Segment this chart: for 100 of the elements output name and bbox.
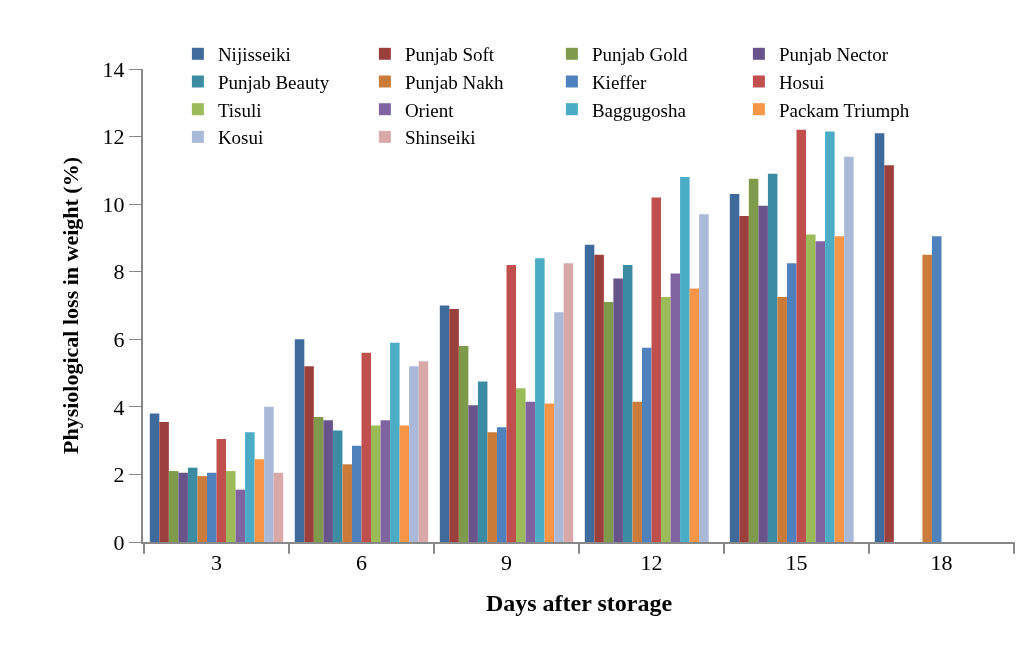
x-tick-label: 3 [211, 550, 222, 576]
bar [206, 472, 217, 542]
bar [535, 258, 545, 542]
bar [449, 308, 459, 542]
bar [874, 133, 885, 542]
bar [390, 342, 400, 542]
bar [468, 405, 478, 542]
legend-label: Packam Triumph [778, 99, 910, 121]
bar [516, 388, 526, 542]
y-tick-label: 0 [113, 529, 125, 555]
x-tick-label: 6 [356, 550, 367, 576]
bar [739, 215, 749, 542]
bar [313, 416, 324, 542]
y-axis-title: Physiological loss in weight (%) [57, 156, 83, 455]
bar [815, 241, 826, 542]
bar [661, 297, 671, 542]
bar [622, 264, 633, 542]
bar [168, 471, 179, 542]
bar [235, 489, 246, 542]
bar [264, 406, 274, 542]
bar [680, 177, 690, 542]
bar [294, 339, 305, 542]
bar [767, 173, 778, 542]
legend-label: Kieffer [591, 71, 648, 93]
bar [409, 366, 419, 542]
bar [506, 264, 517, 542]
bar [477, 381, 488, 542]
bar [273, 472, 284, 542]
bar [216, 438, 227, 542]
bar [197, 476, 207, 542]
bar [304, 366, 314, 542]
bar [748, 178, 759, 542]
bar [603, 302, 614, 542]
legend-label: Shinseiki [404, 127, 476, 149]
bar [371, 425, 381, 542]
bar [758, 205, 768, 542]
y-tick-label: 14 [102, 56, 125, 82]
y-tick-label: 4 [113, 394, 125, 420]
legend-label: Baggugosha [591, 99, 687, 121]
legend-label: Nijisseiki [217, 44, 291, 66]
legend-label: Kosui [217, 127, 264, 149]
bar [844, 156, 854, 542]
y-tick-label: 8 [113, 259, 125, 285]
bar [351, 445, 362, 542]
x-tick-label: 9 [501, 550, 512, 576]
y-tick-label: 6 [113, 326, 125, 352]
bar [613, 278, 623, 542]
bar [458, 346, 469, 542]
bar [245, 432, 255, 542]
legend-label: Orient [404, 99, 455, 121]
bar [563, 263, 574, 542]
bar [554, 312, 564, 542]
legend-label: Punjab Nector [778, 44, 889, 66]
bar [825, 131, 835, 542]
legend-label: Punjab Nakh [404, 71, 505, 93]
bar [786, 263, 797, 542]
bar [834, 236, 845, 542]
bar [651, 197, 662, 542]
bar [525, 401, 536, 542]
y-tick-label: 2 [113, 462, 125, 488]
bar [342, 464, 352, 542]
bar [439, 305, 450, 542]
bar [689, 288, 700, 542]
bar [178, 472, 188, 542]
legend-label: Punjab Beauty [217, 71, 330, 93]
bar [777, 297, 787, 542]
bar [254, 459, 265, 542]
bar [594, 254, 604, 542]
bar [806, 234, 816, 542]
bar [796, 129, 807, 542]
bar [496, 427, 507, 542]
x-tick-label: 12 [640, 550, 663, 576]
bar [931, 236, 942, 542]
x-tick-label: 18 [930, 550, 953, 576]
bar [584, 244, 595, 542]
x-tick-label: 15 [785, 550, 808, 576]
bar [361, 352, 372, 542]
bar [418, 361, 429, 542]
bar [670, 273, 681, 542]
bar [187, 467, 198, 542]
legend-label: Punjab Soft [404, 44, 495, 66]
bar [729, 194, 740, 542]
bar [487, 432, 497, 542]
legend-label: Tisuli [217, 99, 262, 121]
bar [632, 401, 642, 542]
y-tick-label: 10 [102, 191, 125, 217]
bar [380, 420, 391, 542]
bar [699, 214, 709, 542]
bar [332, 430, 343, 542]
legend-label: Hosui [778, 71, 825, 93]
legend-label: Punjab Gold [591, 44, 688, 66]
bar [641, 347, 652, 542]
y-tick-label: 12 [102, 124, 125, 150]
bar [323, 420, 333, 542]
bar [544, 403, 555, 542]
bar [149, 413, 160, 542]
bar [399, 425, 410, 542]
bar [922, 254, 932, 542]
x-axis-title: Days after storage [485, 590, 673, 617]
bar [884, 165, 894, 542]
